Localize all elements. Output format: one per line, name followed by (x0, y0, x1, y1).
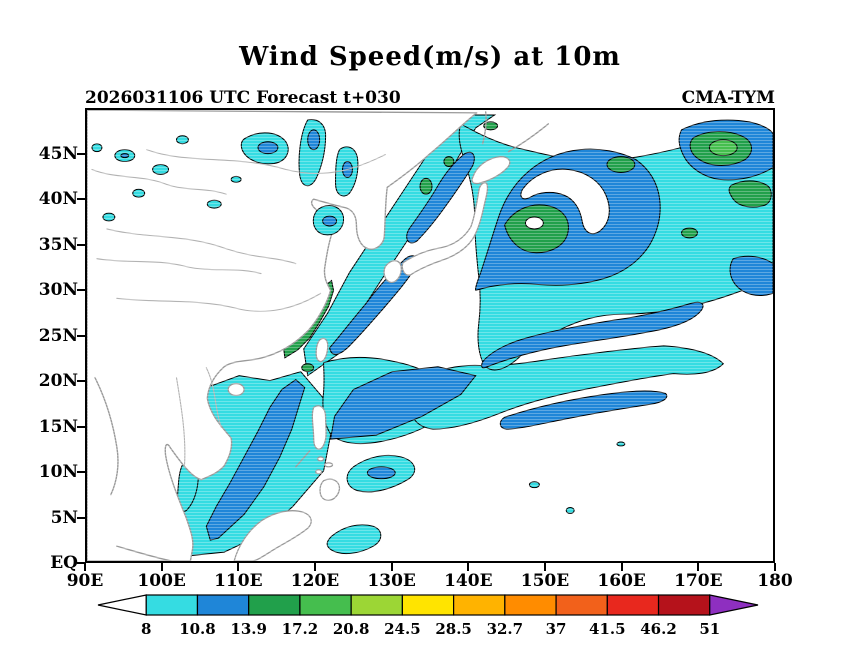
colorbar-tick-label: 51 (699, 620, 720, 638)
y-tick-mark (77, 471, 85, 473)
sakhalin-coast (481, 111, 487, 145)
colorbar-segment (350, 594, 403, 616)
y-tick-mark (77, 425, 85, 428)
colorbar-tick-label: 20.8 (333, 620, 370, 638)
x-tick-label: 150E (520, 571, 570, 591)
colorbar-segment (709, 594, 759, 616)
forecast-init-label: 2026031106 UTC Forecast t+030 (85, 88, 401, 108)
y-tick-label: 25N (38, 325, 78, 346)
x-tick-label: 120E (290, 571, 340, 591)
x-tick-label: 160E (597, 571, 646, 591)
y-tick-label: 5N (50, 507, 78, 528)
x-tick-mark (774, 563, 776, 571)
colorbar-segment (97, 594, 147, 616)
x-tick-label: 180 (757, 571, 793, 591)
colorbar-tick-label: 13.9 (230, 620, 267, 638)
colorbar-segment (196, 594, 250, 616)
y-tick-mark (77, 198, 85, 200)
colorbar-tick-label: 32.7 (487, 620, 524, 638)
luzon-land (311, 405, 327, 450)
y-tick-mark (77, 152, 85, 155)
model-name-label: CMA-TYM (681, 88, 775, 108)
x-tick-label: 170E (674, 571, 723, 591)
y-tick-label: 10N (38, 462, 78, 482)
x-tick-label: 110E (214, 571, 263, 591)
x-tick-mark (84, 563, 86, 571)
x-tick-mark (620, 563, 623, 571)
y-tick-label: 30N (38, 280, 78, 300)
x-tick-mark (390, 563, 393, 571)
x-tick-mark (467, 563, 470, 571)
colorbar-segment (299, 594, 352, 616)
colorbar-segment (401, 594, 455, 616)
y-tick-mark (77, 380, 85, 382)
x-tick-mark (314, 563, 316, 571)
cyclone-eye-white (520, 168, 610, 235)
taiwan-land (315, 337, 329, 363)
colorbar-segment (145, 594, 199, 616)
y-tick-mark (77, 516, 85, 519)
x-tick-mark (237, 563, 240, 571)
overland-fill-layer (91, 119, 359, 236)
kyushu-land (383, 260, 402, 284)
honshu-land (401, 182, 489, 276)
colorbar-tick-label: 24.5 (384, 620, 421, 638)
y-tick-mark (77, 289, 85, 291)
kuril-islands (507, 123, 550, 153)
x-tick-label: 90E (66, 571, 104, 591)
mindanao-land (319, 478, 341, 501)
islands-layer (227, 155, 511, 561)
colorbar-segment (657, 594, 711, 616)
y-tick-label: 45N (38, 143, 78, 164)
colorbar-segment (453, 594, 506, 616)
x-tick-mark (160, 563, 163, 571)
colorbar-tick-label: 8 (141, 620, 151, 638)
y-tick-mark (77, 562, 85, 564)
scs-blue-core (205, 378, 306, 541)
hainan-land (227, 382, 245, 397)
colorbar-tick-label: 46.2 (640, 620, 677, 638)
map-svg (87, 110, 773, 561)
map-plot-area (85, 108, 775, 563)
colorbar-tick-label: 17.2 (282, 620, 319, 638)
colorbar-segment (504, 594, 557, 616)
y-tick-mark (77, 334, 85, 337)
x-tick-label: 140E (444, 571, 493, 591)
x-tick-mark (697, 563, 700, 571)
colorbar-segment (555, 594, 608, 616)
colorbar: 8 10.8 13.9 17.2 20.8 24.5 28.5 32.7 37 41.5 46.2 5… (97, 594, 759, 638)
cyclone-blue-region (475, 148, 661, 292)
ecs-japan-cyan-band (303, 114, 497, 377)
x-tick-label: 100E (137, 571, 186, 591)
hokkaido-land (471, 155, 511, 185)
colorbar-tick-label: 37 (546, 620, 567, 638)
coastline-layer (91, 111, 550, 561)
colorbar-segment (248, 594, 301, 616)
y-tick-label: 40N (38, 189, 78, 209)
colorbar-tick-label: 10.8 (179, 620, 216, 638)
colorbar-tick-label: 41.5 (589, 620, 626, 638)
y-tick-label: 15N (38, 416, 78, 437)
colorbar-tick-label: 28.5 (435, 620, 472, 638)
y-tick-label: 20N (38, 371, 78, 391)
y-tick-mark (77, 243, 85, 246)
philippine-sea-blue (329, 366, 477, 440)
x-tick-mark (544, 563, 546, 571)
chart-title: Wind Speed(m/s) at 10m (239, 42, 621, 72)
y-tick-label: EQ (50, 553, 78, 573)
x-tick-label: 130E (367, 571, 416, 591)
colorbar-segment (606, 594, 660, 616)
borneo-land (233, 510, 312, 561)
y-tick-label: 35N (38, 234, 78, 255)
